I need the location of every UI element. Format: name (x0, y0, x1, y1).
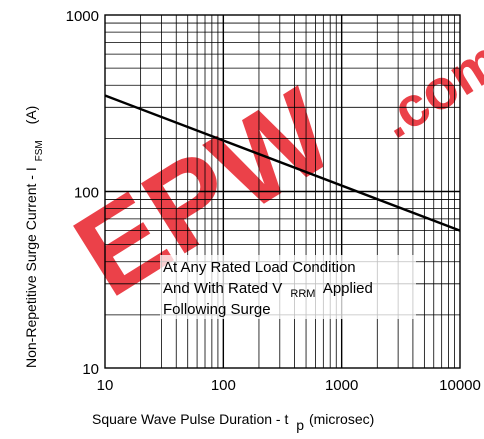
annotation-line-2-a: And With Rated V (163, 280, 282, 297)
annotation-line-2: And With Rated V RRM Applied (163, 280, 373, 301)
x-tick-label: 10000 (439, 377, 481, 394)
series-line (104, 94, 461, 232)
plot-frame (104, 14, 461, 369)
y-axis-label-unit: (A) (23, 106, 39, 125)
annotation-line-2-sub: RRM (290, 288, 315, 300)
y-tick-label: 10 (82, 361, 99, 378)
x-axis-label-main: Square Wave Pulse Duration - t (92, 411, 288, 427)
y-tick-label: 100 (74, 185, 99, 202)
watermark-suffix: .com (368, 27, 484, 150)
annotation-line-1: At Any Rated Load Condition (163, 259, 356, 276)
series (104, 94, 461, 232)
x-axis-label-unit: (microsec) (309, 411, 374, 427)
x-tick-label: 10 (97, 377, 114, 394)
annotation-line-2-b: Applied (323, 280, 373, 297)
x-axis-label: Square Wave Pulse Duration - t p (micros… (92, 411, 374, 433)
x-tick-label: 100 (211, 377, 236, 394)
x-tick-label: 1000 (325, 377, 358, 394)
tick-labels: 10 100 1000 10000 10 100 1000 (66, 8, 481, 394)
annotation-line-3: Following Surge (163, 301, 271, 318)
y-axis-label: Non-Repetitive Surge Current - I FSM (A) (23, 106, 45, 368)
y-axis-label-sub: FSM (34, 140, 45, 161)
annotation-box (160, 255, 416, 319)
y-tick-label: 1000 (66, 8, 99, 25)
y-axis-label-main: Non-Repetitive Surge Current - I (23, 167, 39, 368)
x-axis-label-sub: p (296, 417, 304, 433)
